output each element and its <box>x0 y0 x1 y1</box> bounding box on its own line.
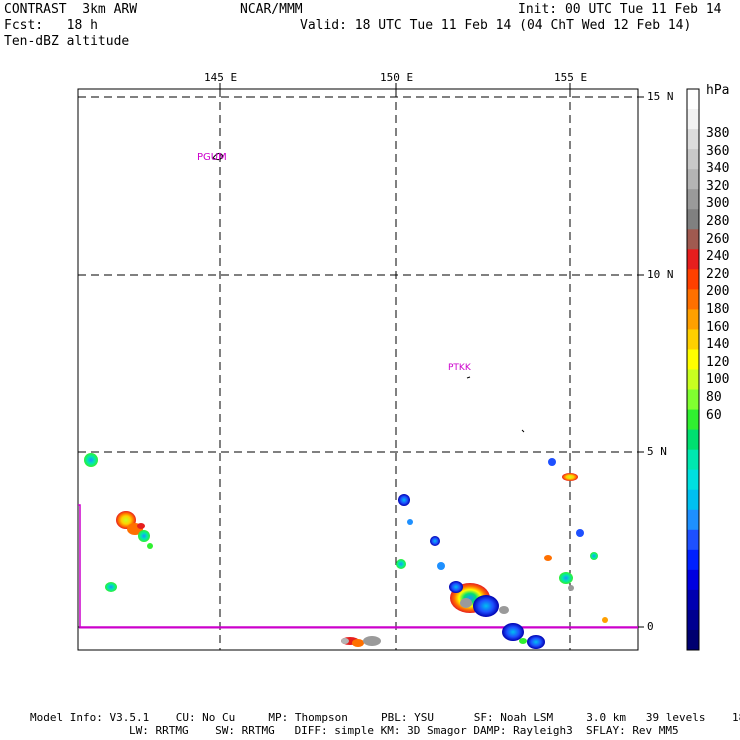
colorbar-swatch <box>687 469 699 491</box>
colorbar-swatch <box>687 269 699 290</box>
lon-label-155e: 155 E <box>554 71 588 84</box>
model-info-line2: LW: RRTMG SW: RRTMG DIFF: simple KM: 3D … <box>129 724 679 737</box>
colorbar-swatch <box>687 569 699 591</box>
colorbar-label: 100 <box>706 372 730 388</box>
colorbar-swatch <box>687 349 699 370</box>
colorbar-label: 260 <box>706 231 730 247</box>
island-guam <box>212 152 224 161</box>
colorbar-swatch <box>687 189 699 210</box>
colorbar-swatch <box>687 529 699 551</box>
plot-title: CONTRAST 3km ARW <box>4 2 138 17</box>
lat-label-5n: 5 N <box>647 445 667 458</box>
colorbar-label: 380 <box>706 126 730 141</box>
colorbar-swatch <box>687 429 699 451</box>
colorbar-swatch <box>687 109 699 130</box>
colorbar-label: 220 <box>706 266 730 282</box>
model-info-line1: Model Info: V3.5.1 CU: No Cu MP: Thompso… <box>30 711 740 724</box>
colorbar-swatch <box>687 249 699 270</box>
island-pohnpei <box>521 429 525 433</box>
institution: NCAR/MMM <box>240 2 303 17</box>
colorbar-frame <box>686 88 700 651</box>
colorbar-label: 280 <box>706 214 730 229</box>
colorbar-swatch <box>687 609 699 631</box>
colorbar-label: 320 <box>706 178 730 194</box>
lon-label-145e: 145 E <box>204 71 238 84</box>
colorbar-label: 340 <box>706 161 730 177</box>
colorbar-label: 80 <box>706 390 722 405</box>
colorbar-swatch <box>687 589 699 611</box>
colorbar-label: 120 <box>706 354 730 370</box>
islands <box>212 96 525 433</box>
lat-label-0: 0 <box>647 620 654 633</box>
colorbar-label: 200 <box>706 284 730 300</box>
colorbar-swatch <box>687 389 699 411</box>
colorbar-label: 60 <box>706 407 722 423</box>
colorbar-swatch <box>687 309 699 330</box>
colorbar-label: 240 <box>706 249 730 265</box>
domain-boundary <box>78 504 638 629</box>
map-frame <box>77 88 639 651</box>
colorbar-swatch <box>687 489 699 511</box>
colorbar-unit: hPa <box>706 83 730 98</box>
colorbar-swatch <box>687 329 699 350</box>
colorbar-swatch <box>687 549 699 571</box>
station-ptkk: PTKK <box>448 363 471 373</box>
colorbar-swatch <box>687 449 699 471</box>
colorbar-swatch <box>687 89 699 110</box>
island-chuuk <box>466 376 471 379</box>
lat-label-15n: 15 N <box>647 90 674 103</box>
colorbar-swatch <box>687 149 699 170</box>
forecast-hour: Fcst: 18 h <box>4 18 98 33</box>
colorbar-swatch <box>687 409 699 431</box>
colorbar-label: 140 <box>706 337 730 353</box>
colorbar-swatch <box>687 629 699 651</box>
lat-label-10n: 10 N <box>647 268 674 281</box>
echo-cells <box>84 453 608 649</box>
colorbar-swatch <box>687 129 699 150</box>
valid-time: Valid: 18 UTC Tue 11 Feb 14 (04 ChT Wed … <box>300 18 692 33</box>
colorbar <box>686 88 700 651</box>
colorbar-swatch <box>687 229 699 250</box>
colorbar-swatch <box>687 369 699 391</box>
colorbar-label: 180 <box>706 302 730 317</box>
colorbar-swatch <box>687 509 699 531</box>
graticule <box>78 89 638 650</box>
lon-label-150e: 150 E <box>380 71 414 84</box>
colorbar-swatch <box>687 169 699 190</box>
init-time: Init: 00 UTC Tue 11 Feb 14 <box>518 2 722 17</box>
colorbar-swatch <box>687 289 699 310</box>
colorbar-label: 300 <box>706 196 730 212</box>
field-name: Ten-dBZ altitude <box>4 34 130 49</box>
station-pgum: PGUM <box>197 152 227 163</box>
colorbar-label: 160 <box>706 319 730 335</box>
frame-ticks <box>219 83 644 628</box>
colorbar-swatch <box>687 209 699 230</box>
colorbar-label: 360 <box>706 143 730 159</box>
